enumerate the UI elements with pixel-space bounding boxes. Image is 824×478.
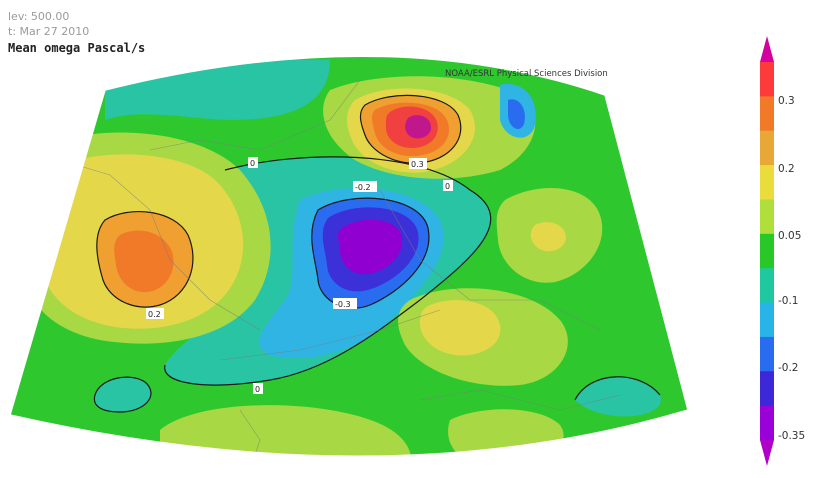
colorbar-ticks: 0.3 0.2 0.05 -0.1 -0.2 -0.35 bbox=[778, 95, 805, 442]
colorbar-swatch bbox=[760, 62, 774, 97]
darkblue-northeast-patch bbox=[508, 99, 525, 129]
teal-southeast-region bbox=[575, 376, 661, 417]
contour-lines bbox=[93, 94, 661, 413]
contour-label: 0.2 bbox=[148, 310, 161, 319]
colorbar-swatch bbox=[760, 405, 774, 441]
level-label: lev: 500.00 bbox=[8, 10, 70, 23]
purple-trough-core bbox=[337, 219, 403, 275]
yellow-east-patch bbox=[530, 222, 566, 252]
contour-label: 0 bbox=[250, 159, 255, 168]
country-borders bbox=[59, 79, 621, 457]
contour-label: -0.3 bbox=[335, 300, 351, 309]
colorbar-top-arrow bbox=[760, 36, 774, 62]
colorbar-tick-label: 0.05 bbox=[778, 230, 801, 242]
contour-label: -0.2 bbox=[355, 183, 371, 192]
magenta-northeast-core bbox=[405, 115, 432, 139]
teal-small-blob bbox=[94, 377, 151, 412]
contour-label: 0.3 bbox=[411, 160, 424, 169]
colorbar-swatch bbox=[760, 268, 774, 304]
contour-label: 0 bbox=[445, 182, 450, 191]
map-frame bbox=[9, 55, 689, 458]
colorbar-swatch bbox=[760, 233, 774, 269]
colorbar-swatch bbox=[760, 336, 774, 372]
colorbar-tick-label: -0.2 bbox=[778, 362, 799, 374]
contour-label-group: 0 0.3 0 -0.2 0.2 -0.3 0 bbox=[146, 157, 453, 394]
colorbar-swatch bbox=[760, 96, 774, 132]
colorbar-bottom-arrow bbox=[760, 440, 774, 466]
source-credit: NOAA/ESRL Physical Sciences Division bbox=[445, 69, 608, 79]
contour-label: 0 bbox=[255, 385, 260, 394]
colorbar-swatches bbox=[760, 36, 774, 466]
darkorange-west-core bbox=[114, 230, 174, 293]
yellow-southeast-patch bbox=[419, 300, 501, 356]
colorbar-swatch bbox=[760, 165, 774, 200]
plot-title: Mean omega Pascal/s bbox=[8, 41, 146, 55]
colorbar-tick-label: 0.2 bbox=[778, 163, 795, 175]
colorbar-swatch bbox=[760, 130, 774, 166]
lightgreen-south-region bbox=[160, 405, 412, 457]
colorbar-tick-label: -0.1 bbox=[778, 295, 799, 307]
colorbar-tick-label: -0.35 bbox=[778, 430, 805, 442]
colorbar-swatch bbox=[760, 371, 774, 407]
colorbar-swatch bbox=[760, 199, 774, 235]
date-label: t: Mar 27 2010 bbox=[8, 25, 90, 38]
colorbar-swatch bbox=[760, 302, 774, 338]
colorbar-tick-label: 0.3 bbox=[778, 95, 795, 107]
